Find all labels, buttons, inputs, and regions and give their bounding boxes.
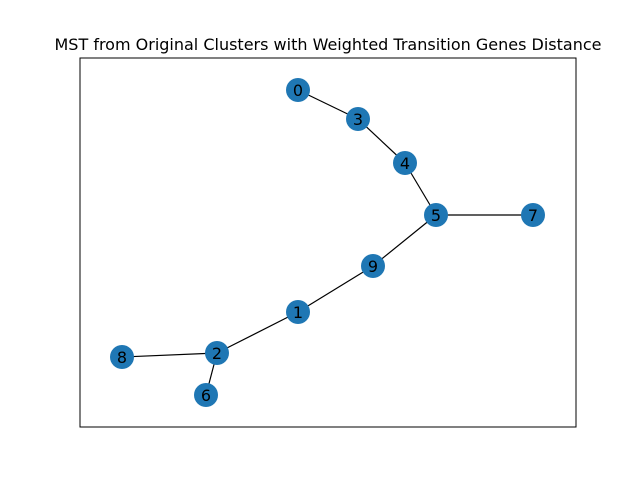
node-circle-4 — [393, 151, 417, 175]
node-circle-2 — [205, 341, 229, 365]
plot-frame — [79, 57, 577, 428]
node-circle-3 — [346, 107, 370, 131]
node-9: 9 — [361, 254, 385, 278]
node-label-6: 6 — [201, 386, 211, 405]
node-circle-9 — [361, 254, 385, 278]
edge-2-8 — [121, 352, 218, 358]
nodes-layer: 0 1 2 3 4 5 6 7 8 9 — [110, 78, 545, 407]
node-label-1: 1 — [293, 303, 303, 322]
edge-5-9 — [372, 214, 437, 267]
node-3: 3 — [346, 107, 370, 131]
figure-title: MST from Original Clusters with Weighted… — [55, 35, 602, 54]
node-7: 7 — [521, 203, 545, 227]
node-circle-5 — [424, 203, 448, 227]
node-6: 6 — [194, 383, 218, 407]
node-2: 2 — [205, 341, 229, 365]
node-1: 1 — [286, 300, 310, 324]
node-label-3: 3 — [353, 110, 363, 129]
node-label-9: 9 — [368, 257, 378, 276]
edge-1-2 — [216, 311, 299, 354]
edge-9-1 — [297, 265, 374, 313]
node-5: 5 — [424, 203, 448, 227]
node-label-0: 0 — [293, 81, 303, 100]
node-8: 8 — [110, 345, 134, 369]
node-circle-1 — [286, 300, 310, 324]
node-4: 4 — [393, 151, 417, 175]
node-label-4: 4 — [400, 154, 410, 173]
node-label-7: 7 — [528, 206, 538, 225]
node-circle-6 — [194, 383, 218, 407]
node-label-5: 5 — [431, 206, 441, 225]
node-0: 0 — [286, 78, 310, 102]
node-circle-7 — [521, 203, 545, 227]
node-label-2: 2 — [212, 344, 222, 363]
node-label-8: 8 — [117, 348, 127, 367]
node-circle-8 — [110, 345, 134, 369]
node-circle-0 — [286, 78, 310, 102]
